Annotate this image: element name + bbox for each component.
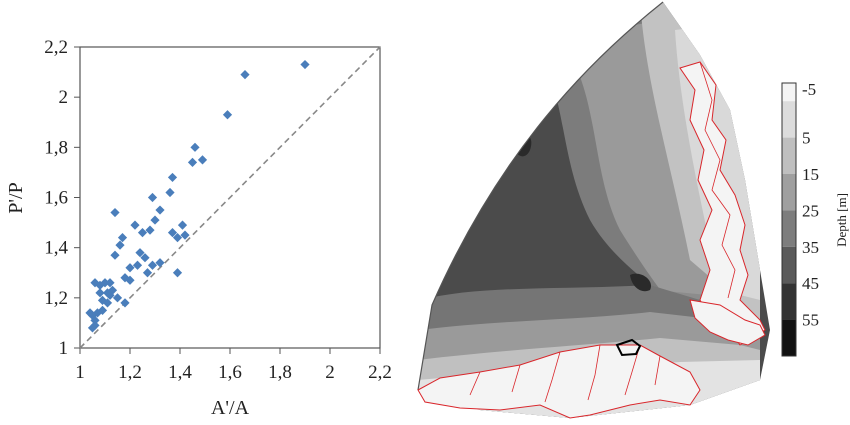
data-point bbox=[177, 220, 188, 230]
data-point bbox=[105, 278, 115, 288]
colorbar-tick-label: 35 bbox=[802, 238, 819, 257]
data-point bbox=[110, 207, 120, 218]
data-point bbox=[117, 233, 128, 243]
x-tick-labels: 1 1,2 1,4 1,6 1,8 2 2,2 bbox=[75, 362, 392, 383]
coastline-cell-edges bbox=[469, 61, 736, 403]
y-tick-label: 1,4 bbox=[44, 238, 68, 259]
data-point bbox=[300, 59, 310, 70]
data-point bbox=[107, 285, 118, 295]
scatter-points bbox=[85, 59, 310, 333]
data-point bbox=[110, 250, 120, 260]
y-tick-label: 1,6 bbox=[44, 188, 68, 209]
x-tick-label: 2 bbox=[325, 362, 335, 383]
data-point bbox=[112, 293, 123, 303]
depth-colorbar bbox=[781, 82, 797, 357]
data-point bbox=[102, 288, 113, 298]
data-point bbox=[167, 228, 178, 238]
colorbar-tick-label: 45 bbox=[802, 274, 819, 293]
colorbar-tick-label: -5 bbox=[802, 80, 816, 99]
data-point bbox=[120, 298, 130, 308]
x-tick-label: 1,6 bbox=[218, 362, 242, 383]
data-point bbox=[105, 290, 115, 300]
data-point bbox=[95, 280, 105, 290]
colorbar-tick-label: 15 bbox=[802, 165, 819, 184]
y-tick-labels: 1 1,2 1,4 1,6 1,8 2 2,2 bbox=[44, 37, 68, 359]
colorbar-frame bbox=[781, 82, 797, 357]
x-tick-label: 1,8 bbox=[268, 362, 292, 383]
colorbar-tick-label: 25 bbox=[802, 201, 819, 220]
colorbar-segment bbox=[782, 319, 796, 356]
colorbar-segment bbox=[782, 210, 796, 247]
data-point bbox=[115, 240, 125, 250]
scatter-chart: 1 1,2 1,4 1,6 1,8 2 2,2 1 1,2 1,4 1,6 1,8 2 2,2 A'/A… bbox=[5, 37, 392, 419]
data-point bbox=[190, 142, 200, 152]
colorbar-segment bbox=[782, 83, 796, 102]
data-point bbox=[172, 233, 183, 243]
data-point bbox=[90, 315, 100, 326]
colorbar-tick-label: 5 bbox=[802, 129, 811, 148]
y-tick-label: 1,2 bbox=[44, 288, 68, 309]
identity-line bbox=[79, 46, 381, 349]
colorbar-segment bbox=[782, 174, 796, 211]
data-point bbox=[150, 215, 160, 225]
x-tick-label: 1,4 bbox=[168, 362, 192, 383]
data-point bbox=[87, 323, 98, 333]
study-area-outline bbox=[615, 338, 642, 357]
x-tick-label: 1 bbox=[75, 362, 85, 383]
x-tick-label: 2,2 bbox=[368, 362, 392, 383]
colorbar-segment bbox=[782, 283, 796, 320]
x-tick-label: 1,2 bbox=[118, 362, 142, 383]
data-point bbox=[90, 320, 100, 331]
data-point bbox=[142, 268, 153, 278]
coastline-cells bbox=[417, 61, 766, 419]
data-point bbox=[165, 187, 175, 198]
colorbar-segment bbox=[782, 246, 796, 284]
data-point bbox=[137, 228, 148, 238]
data-point bbox=[85, 308, 95, 318]
data-point bbox=[125, 275, 135, 285]
data-point bbox=[140, 253, 150, 263]
data-point bbox=[95, 288, 105, 298]
y-axis-label: P'/P bbox=[5, 182, 27, 213]
y-tick-label: 1 bbox=[59, 338, 69, 359]
data-point bbox=[147, 192, 158, 203]
data-point bbox=[102, 298, 113, 308]
data-point bbox=[130, 220, 140, 230]
data-point bbox=[222, 110, 233, 120]
data-point bbox=[125, 263, 135, 273]
data-point bbox=[147, 260, 158, 270]
data-point bbox=[197, 155, 208, 165]
y-tick-label: 1,8 bbox=[44, 137, 68, 158]
colorbar-label: Depth [m] bbox=[834, 193, 849, 247]
x-axis-label: A'/A bbox=[211, 397, 250, 419]
data-point bbox=[155, 205, 165, 215]
data-point bbox=[155, 258, 165, 268]
y-tick-label: 2,2 bbox=[44, 37, 68, 58]
data-point bbox=[132, 260, 143, 270]
data-point bbox=[135, 248, 145, 258]
colorbar-tick-labels: -5 5 15 25 35 45 55 bbox=[802, 80, 819, 330]
data-point bbox=[180, 230, 190, 240]
bathymetry-map: -5 5 15 25 35 45 55 Depth [m] bbox=[417, 1, 849, 419]
scatter-axes bbox=[74, 46, 381, 354]
data-point bbox=[187, 157, 198, 167]
colorbar-segment bbox=[782, 137, 796, 174]
y-tick-label: 2 bbox=[59, 87, 69, 108]
data-point bbox=[92, 308, 103, 318]
data-point bbox=[172, 268, 183, 278]
colorbar-tick-label: 55 bbox=[802, 311, 819, 330]
data-point bbox=[240, 69, 250, 80]
colorbar-segment bbox=[782, 101, 796, 138]
data-point bbox=[90, 278, 100, 288]
data-point bbox=[145, 225, 155, 235]
identity-line-path bbox=[79, 46, 381, 349]
model-boundary bbox=[417, 1, 664, 391]
data-point bbox=[167, 172, 178, 183]
